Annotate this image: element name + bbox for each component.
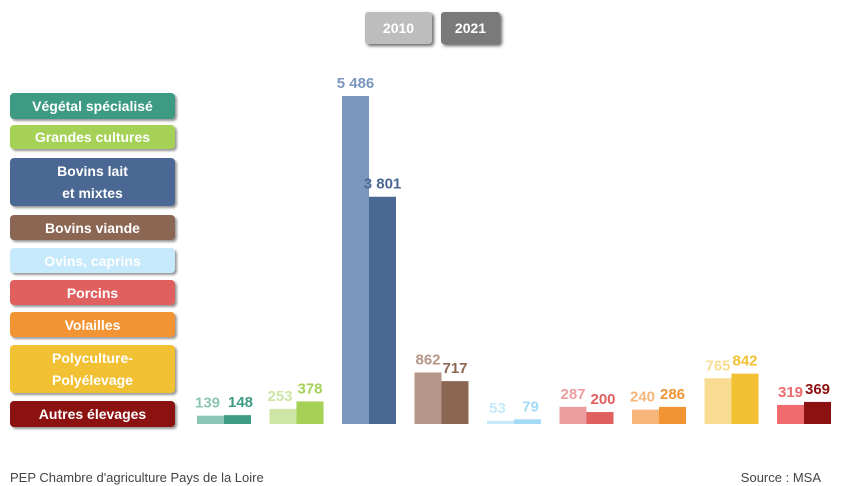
data-label: 319: [778, 384, 803, 401]
footer: PEP Chambre d'agriculture Pays de la Loi…: [10, 470, 264, 485]
data-label: 378: [297, 380, 322, 397]
category-legend: Polyculture- Polyélevage: [10, 345, 175, 393]
bar: [559, 406, 587, 424]
category-legend: Végétal spécialisé: [10, 93, 175, 119]
data-label: 287: [560, 386, 585, 403]
bar: [296, 401, 324, 424]
bar: [804, 401, 831, 424]
category-legend: Bovins viande: [10, 215, 175, 240]
data-label: 717: [442, 360, 467, 377]
category-legend: Autres élevages: [10, 401, 175, 427]
data-label: 53: [489, 400, 506, 417]
category-legend: Ovins, caprins: [10, 248, 175, 273]
bar: [704, 378, 732, 424]
data-label: 240: [630, 389, 655, 406]
bar: [414, 372, 442, 424]
category-legend: Volailles: [10, 312, 175, 337]
bar: [659, 406, 686, 424]
bar: [269, 408, 297, 424]
source: Source : MSA: [740, 470, 821, 485]
bar: [586, 412, 614, 424]
category-legend: Bovins lait et mixtes: [10, 158, 175, 206]
category-legend: Grandes cultures: [10, 125, 175, 149]
data-label: 862: [415, 351, 440, 368]
category-legend: Porcins: [10, 280, 175, 305]
bar: [197, 415, 224, 424]
data-label: 79: [522, 398, 539, 415]
data-label: 369: [805, 381, 830, 398]
bar: [441, 381, 469, 424]
bar: [369, 196, 396, 424]
bar: [224, 415, 251, 424]
data-label: 200: [590, 391, 615, 408]
bar: [487, 420, 514, 424]
bar: [632, 409, 659, 424]
bar: [731, 373, 759, 424]
data-label: 286: [660, 386, 685, 403]
data-label: 765: [705, 357, 730, 374]
data-label: 5 486: [337, 75, 375, 92]
series-legend: 2010: [365, 12, 432, 44]
data-label: 3 801: [364, 176, 402, 193]
series-legend: 2021: [441, 12, 500, 44]
bar: [777, 404, 804, 424]
bar: [342, 96, 369, 424]
data-label: 253: [267, 388, 292, 405]
data-label: 139: [195, 395, 220, 412]
bar: [514, 419, 541, 424]
data-label: 842: [732, 353, 757, 370]
data-label: 148: [228, 394, 253, 411]
